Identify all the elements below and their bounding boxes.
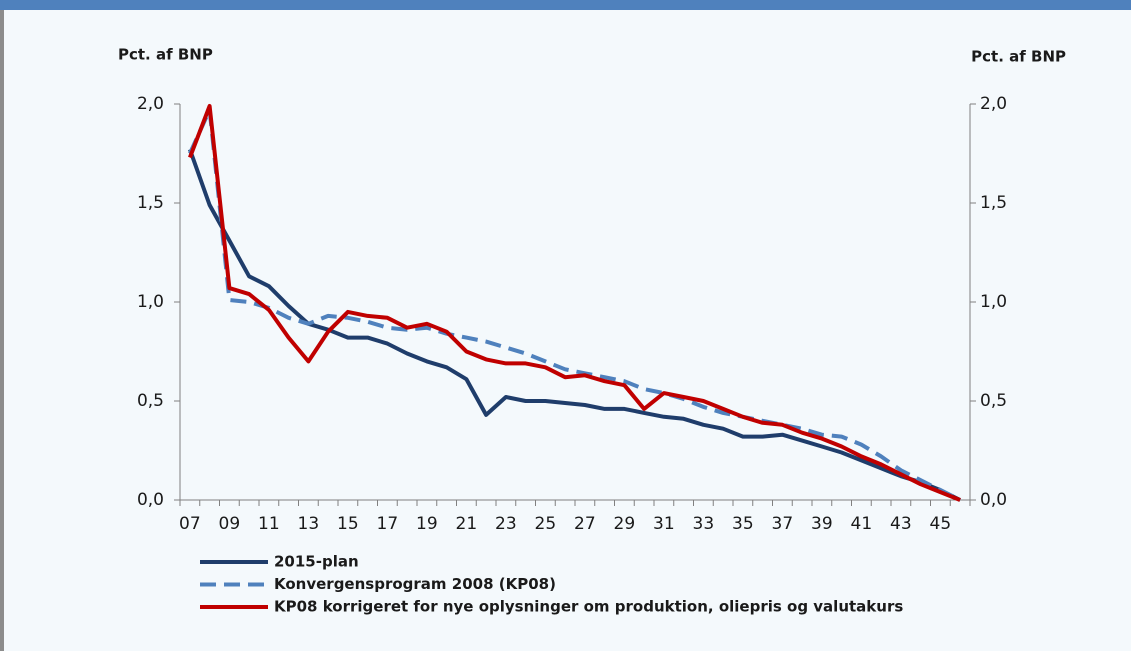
x-tick-label: 33	[693, 514, 715, 534]
x-tick-label: 31	[653, 514, 675, 534]
y2-tick-label: 1,5	[980, 193, 1007, 213]
x-tick-label: 41	[851, 514, 873, 534]
legend-label: 2015-plan	[274, 553, 359, 571]
y-axis-label: Pct. af BNP	[118, 46, 213, 64]
line-series	[188, 148, 961, 502]
x-tick-label: 43	[890, 514, 912, 534]
legend-label: KP08 korrigeret for nye oplysninger om p…	[274, 598, 903, 616]
y-tick-label: 0,5	[137, 391, 164, 411]
x-tick-label: 27	[574, 514, 596, 534]
x-tick-label: 23	[495, 514, 517, 534]
x-tick-label: 13	[298, 514, 320, 534]
y-tick-label: 1,0	[137, 292, 164, 312]
x-tick-label: 17	[377, 514, 399, 534]
y2-tick-label: 0,5	[980, 391, 1007, 411]
x-tick-label: 29	[614, 514, 636, 534]
y-tick-label: 0,0	[137, 490, 164, 510]
x-tick-label: 35	[732, 514, 754, 534]
y-tick-label: 2,0	[137, 94, 164, 114]
x-tick-label: 11	[258, 514, 280, 534]
line-series	[188, 104, 961, 502]
x-tick-label: 19	[416, 514, 438, 534]
y2-axis-label: Pct. af BNP	[971, 48, 1066, 66]
left-border	[0, 10, 4, 651]
x-tick-label: 07	[179, 514, 201, 534]
y2-tick-label: 0,0	[980, 490, 1007, 510]
header-bar	[0, 0, 1131, 10]
y-tick-label: 1,5	[137, 193, 164, 213]
x-tick-label: 39	[811, 514, 833, 534]
x-tick-label: 25	[535, 514, 557, 534]
x-tick-label: 21	[456, 514, 478, 534]
legend-label: Konvergensprogram 2008 (KP08)	[274, 575, 556, 593]
y2-tick-label: 1,0	[980, 292, 1007, 312]
x-tick-label: 15	[337, 514, 359, 534]
x-tick-label: 37	[772, 514, 794, 534]
x-tick-label: 09	[219, 514, 241, 534]
y2-tick-label: 2,0	[980, 94, 1007, 114]
x-tick-label: 45	[930, 514, 952, 534]
